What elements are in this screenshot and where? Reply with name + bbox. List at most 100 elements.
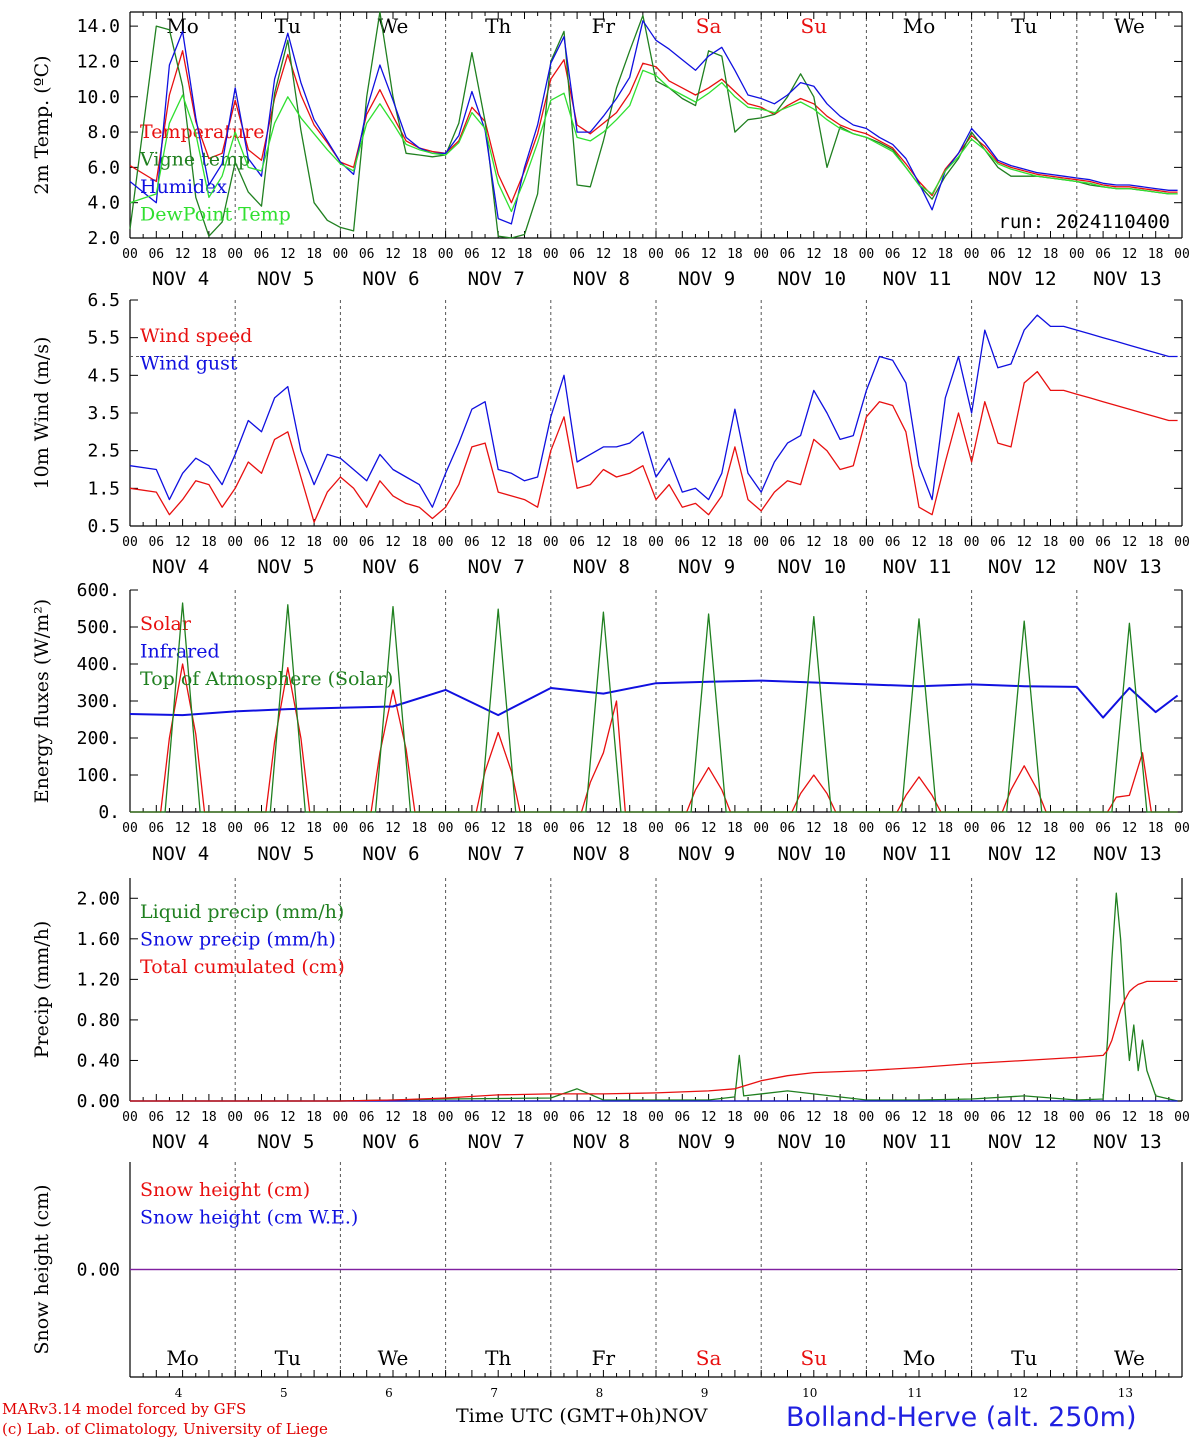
hour-tick-label: 00 (859, 1110, 875, 1125)
y-tick-label: 0. (98, 802, 120, 823)
hour-tick-label: 12 (280, 821, 296, 836)
hour-tick-label: 12 (175, 247, 191, 262)
hour-tick-label: 00 (1174, 1110, 1190, 1125)
date-label: NOV 7 (468, 268, 525, 290)
weekday-label: Sa (696, 1346, 722, 1370)
date-label: NOV 5 (257, 843, 314, 865)
hour-tick-label: 12 (911, 1110, 927, 1125)
y-tick-label: 4.0 (87, 193, 120, 214)
hour-tick-label: 00 (964, 821, 980, 836)
legend-entry: Wind speed (140, 325, 252, 347)
hour-tick-label: 00 (753, 247, 769, 262)
hour-tick-label: 00 (1174, 821, 1190, 836)
series-line (129, 20, 1178, 225)
hour-tick-label: 00 (1069, 247, 1085, 262)
weekday-label: Sa (696, 14, 722, 38)
hour-tick-label: 06 (885, 1110, 901, 1125)
hour-tick-label: 18 (306, 821, 322, 836)
hour-tick-label: 12 (701, 247, 717, 262)
hour-tick-label: 12 (280, 1110, 296, 1125)
y-tick-label: 400. (77, 654, 120, 675)
hour-tick-label: 18 (937, 535, 953, 550)
station-name: Bolland-Herve (alt. 250m) (786, 1402, 1137, 1433)
y-tick-label: 600. (77, 580, 120, 601)
date-label: NOV 6 (362, 843, 419, 865)
hour-tick-label: 18 (832, 247, 848, 262)
hour-tick-label: 06 (1095, 247, 1111, 262)
hour-tick-label: 00 (227, 821, 243, 836)
hour-tick-label: 18 (201, 1110, 217, 1125)
hour-tick-label: 12 (1122, 821, 1138, 836)
hour-tick-label: 00 (438, 535, 454, 550)
series-line (130, 602, 1178, 813)
y-tick-label: 0.00 (77, 1260, 120, 1281)
hour-tick-label: 12 (385, 247, 401, 262)
hour-tick-label: 00 (438, 1110, 454, 1125)
hour-tick-label: 12 (175, 1110, 191, 1125)
hour-tick-label: 06 (780, 535, 796, 550)
hour-tick-label: 18 (937, 1110, 953, 1125)
hour-tick-label: 18 (1148, 821, 1164, 836)
hour-tick-label: 06 (990, 821, 1006, 836)
hour-tick-label: 12 (385, 1110, 401, 1125)
weekday-label: We (378, 1346, 409, 1370)
hour-tick-label: 00 (122, 1110, 138, 1125)
hour-tick-label: 00 (648, 821, 664, 836)
date-label: NOV 7 (468, 556, 525, 578)
hour-tick-label: 18 (517, 247, 533, 262)
panel-snow: 0.00 Snow height (cm) Mo Tu We Th Fr Sa Su Mo Tu We… (31, 1162, 1183, 1400)
hour-tick-label: 18 (306, 1110, 322, 1125)
day-number-label: 12 (1013, 1386, 1028, 1400)
hour-tick-label: 06 (1095, 535, 1111, 550)
hour-tick-label: 06 (674, 247, 690, 262)
hour-tick-label: 12 (911, 535, 927, 550)
date-label: NOV 9 (678, 843, 735, 865)
hour-tick-label: 12 (911, 247, 927, 262)
series-line (129, 50, 1178, 204)
hour-tick-label: 00 (438, 247, 454, 262)
hour-tick-label: 12 (490, 535, 506, 550)
legend-entry: Solar (140, 613, 192, 635)
hour-tick-label: 18 (306, 247, 322, 262)
hour-tick-label: 12 (1122, 247, 1138, 262)
hour-tick-label: 06 (780, 247, 796, 262)
hour-tick-label: 06 (990, 535, 1006, 550)
y-tick-label: 6.5 (87, 290, 120, 311)
hour-tick-label: 06 (254, 535, 270, 550)
series-line (129, 69, 1178, 213)
y-tick-label: 2.00 (77, 888, 120, 909)
hour-tick-label: 00 (648, 1110, 664, 1125)
hour-tick-label: 12 (701, 535, 717, 550)
hour-tick-label: 18 (306, 535, 322, 550)
panel-wind: 0.5 1.5 2.5 3.5 4.5 5.5 6.5 10m Wind (m/s) 00 06 1… (31, 290, 1190, 578)
x-axis-title-text: Time UTC (GMT+0h) (456, 1405, 662, 1427)
hour-tick-label: 12 (1016, 1110, 1032, 1125)
panel-precip: 0.00 0.40 0.80 1.20 1.60 2.00 Precip (mm/h) 00 0… (31, 878, 1190, 1153)
hour-tick-label: 06 (148, 1110, 164, 1125)
y-tick-label: 2.5 (87, 441, 120, 462)
date-label: NOV 13 (1093, 556, 1162, 578)
y-tick-label: 3.5 (87, 403, 120, 424)
hour-tick-label: 00 (122, 821, 138, 836)
x-axis-month: NOV (661, 1405, 708, 1427)
hour-tick-label: 18 (727, 247, 743, 262)
y-axis-label: Precip (mm/h) (31, 921, 53, 1059)
y-tick-label: 2.0 (87, 228, 120, 249)
hour-tick-label: 18 (1043, 535, 1059, 550)
hour-tick-label: 06 (885, 247, 901, 262)
y-tick-label: 6.0 (87, 157, 120, 178)
hour-tick-label: 00 (648, 535, 664, 550)
day-number-label: 7 (490, 1386, 498, 1400)
hour-tick-label: 00 (543, 247, 559, 262)
hour-tick-label: 06 (254, 247, 270, 262)
hour-tick-label: 00 (1174, 535, 1190, 550)
hour-tick-label: 00 (227, 535, 243, 550)
date-label: NOV 5 (257, 556, 314, 578)
legend-entry: Liquid precip (mm/h) (140, 901, 344, 923)
hour-tick-label: 06 (1095, 821, 1111, 836)
y-tick-label: 500. (77, 617, 120, 638)
hour-tick-label: 00 (859, 247, 875, 262)
hour-tick-label: 06 (148, 535, 164, 550)
date-label: NOV 8 (573, 843, 630, 865)
date-label: NOV 5 (257, 1131, 314, 1153)
